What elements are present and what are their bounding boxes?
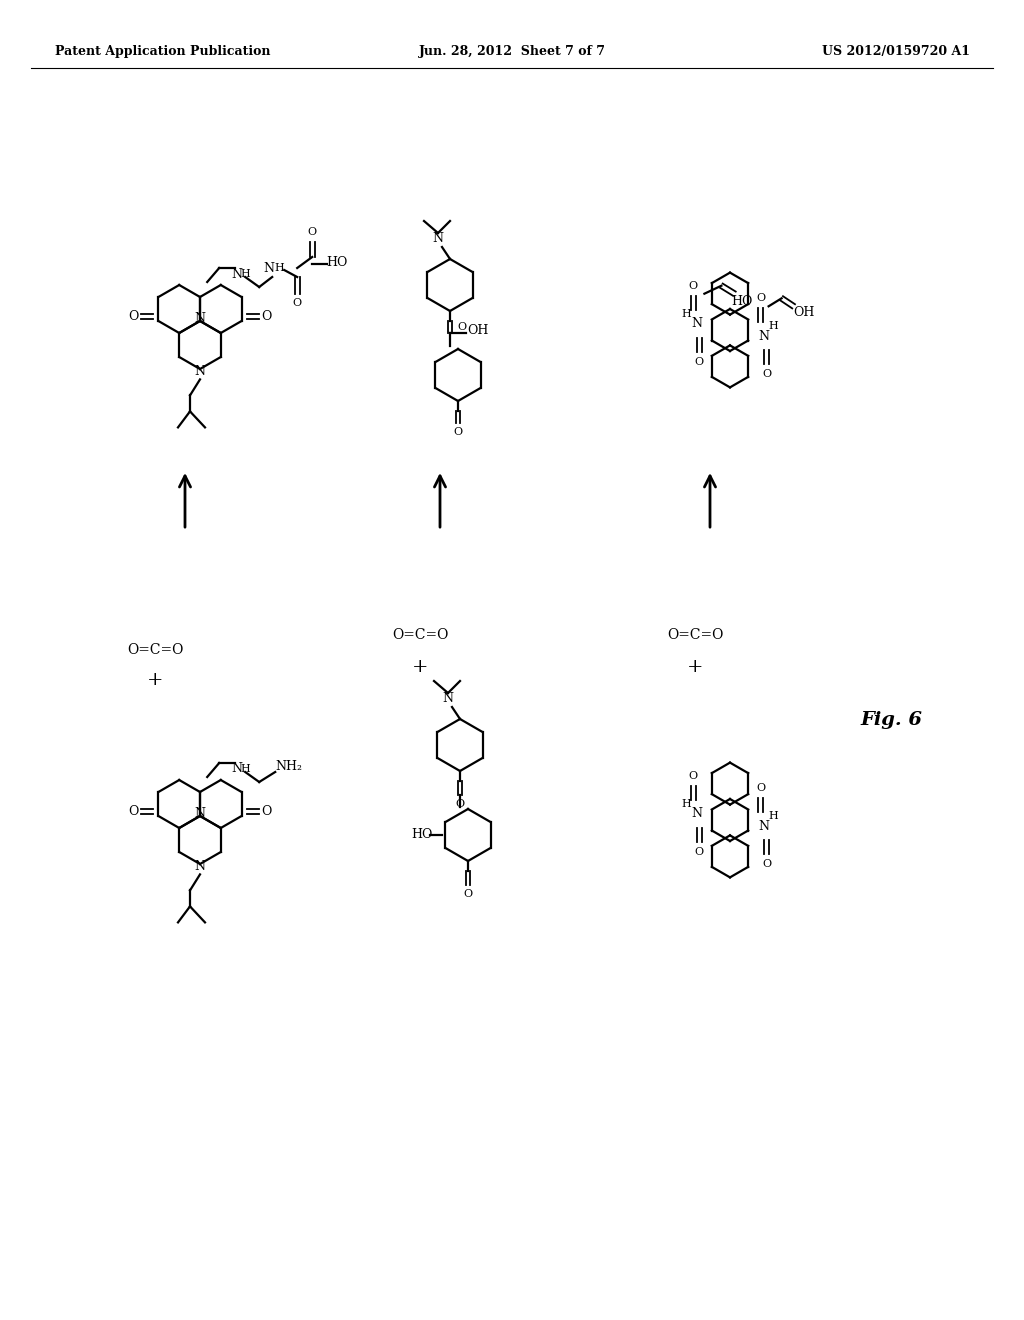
Text: O=C=O: O=C=O — [392, 628, 449, 642]
Text: O: O — [689, 281, 698, 290]
Text: Jun. 28, 2012  Sheet 7 of 7: Jun. 28, 2012 Sheet 7 of 7 — [419, 45, 605, 58]
Text: N: N — [432, 232, 443, 246]
Text: O: O — [695, 846, 703, 857]
Text: N: N — [758, 330, 769, 343]
Text: US 2012/0159720 A1: US 2012/0159720 A1 — [822, 45, 970, 58]
Text: N: N — [758, 820, 769, 833]
Text: O: O — [762, 370, 771, 379]
Text: O: O — [756, 783, 765, 793]
Text: OH: OH — [467, 325, 488, 338]
Text: H: H — [769, 812, 778, 821]
Text: O=C=O: O=C=O — [127, 643, 183, 657]
Text: O: O — [307, 227, 316, 238]
Text: OH: OH — [793, 306, 814, 319]
Text: N: N — [195, 364, 206, 378]
Text: O: O — [454, 426, 463, 437]
Text: Fig. 6: Fig. 6 — [860, 711, 922, 729]
Text: N: N — [691, 317, 701, 330]
Text: Patent Application Publication: Patent Application Publication — [55, 45, 270, 58]
Text: O: O — [695, 356, 703, 367]
Text: O: O — [762, 859, 771, 870]
Text: H: H — [682, 309, 691, 318]
Text: O: O — [293, 298, 302, 308]
Text: H: H — [241, 269, 250, 279]
Text: NH₂: NH₂ — [275, 760, 303, 774]
Text: O: O — [261, 310, 272, 322]
Text: N: N — [195, 807, 206, 820]
Text: O: O — [261, 805, 272, 817]
Text: O: O — [689, 771, 698, 780]
Text: H: H — [769, 321, 778, 331]
Text: O: O — [128, 805, 138, 817]
Text: O: O — [456, 799, 465, 809]
Text: O: O — [756, 293, 765, 304]
Text: +: + — [146, 671, 163, 689]
Text: N: N — [195, 312, 206, 325]
Text: N: N — [442, 693, 454, 705]
Text: H: H — [682, 799, 691, 809]
Text: H: H — [241, 764, 250, 774]
Text: +: + — [687, 657, 703, 676]
Text: N: N — [691, 808, 701, 820]
Text: O: O — [464, 888, 472, 899]
Text: O: O — [458, 322, 467, 333]
Text: N: N — [231, 763, 243, 776]
Text: N: N — [231, 268, 243, 281]
Text: HO: HO — [327, 256, 348, 268]
Text: N: N — [195, 859, 206, 873]
Text: O: O — [128, 310, 138, 322]
Text: H: H — [274, 263, 284, 273]
Text: O=C=O: O=C=O — [667, 628, 723, 642]
Text: +: + — [412, 657, 428, 676]
Text: HO: HO — [732, 296, 753, 308]
Text: HO: HO — [412, 829, 433, 842]
Text: N: N — [264, 261, 274, 275]
